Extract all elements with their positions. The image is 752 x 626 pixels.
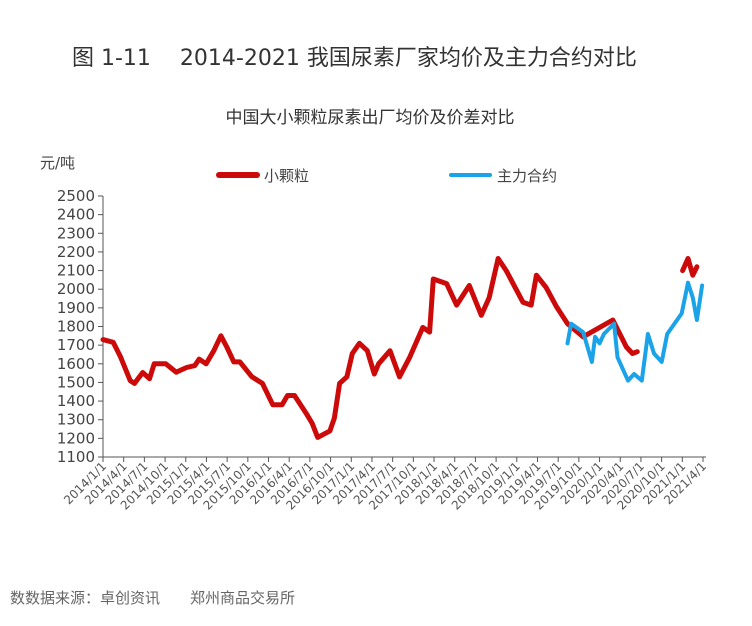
figure-title: 图 1-11 2014-2021 我国尿素厂家均价及主力合约对比	[72, 46, 637, 71]
y-tick-label: 1300	[57, 411, 95, 429]
y-tick-label: 1100	[57, 448, 95, 466]
y-tick-label: 2000	[57, 280, 95, 298]
legend-label-main-contract: 主力合约	[497, 167, 557, 185]
legend-label-small-granule: 小颗粒	[264, 167, 309, 185]
y-tick-label: 2500	[57, 187, 95, 205]
y-tick-label: 1800	[57, 318, 95, 336]
y-tick-label: 1400	[57, 392, 95, 410]
y-tick-label: 2100	[57, 262, 95, 280]
y-tick-label: 2200	[57, 243, 95, 261]
y-tick-label: 1900	[57, 299, 95, 317]
chart-title: 中国大小颗粒尿素出厂均价及价差对比	[226, 108, 515, 128]
y-tick-label: 1600	[57, 355, 95, 373]
series-line-small-granule	[680, 256, 700, 278]
y-tick-label: 1700	[57, 336, 95, 354]
y-tick-label: 1500	[57, 373, 95, 391]
series-line-small-granule	[100, 256, 640, 440]
y-axis-unit: 元/吨	[40, 154, 75, 172]
y-tick-label: 1200	[57, 429, 95, 447]
series-lines	[100, 256, 705, 440]
y-tick-label: 2400	[57, 206, 95, 224]
axes: 1100120013001400150016001700180019002000…	[57, 187, 709, 513]
legend: 小颗粒 主力合约	[216, 167, 557, 185]
y-tick-label: 2300	[57, 224, 95, 242]
source-note: 数数据来源：卓创资讯 郑州商品交易所	[10, 589, 295, 607]
